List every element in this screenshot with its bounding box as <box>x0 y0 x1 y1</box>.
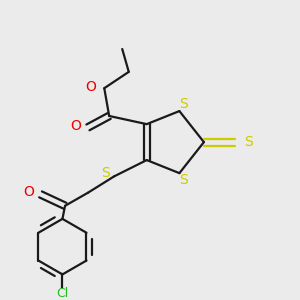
Text: O: O <box>23 185 34 199</box>
Text: S: S <box>101 166 110 180</box>
Text: O: O <box>70 119 81 133</box>
Text: S: S <box>179 97 188 111</box>
Text: Cl: Cl <box>56 287 69 300</box>
Text: S: S <box>179 173 188 187</box>
Text: O: O <box>85 80 96 94</box>
Text: S: S <box>244 135 253 149</box>
